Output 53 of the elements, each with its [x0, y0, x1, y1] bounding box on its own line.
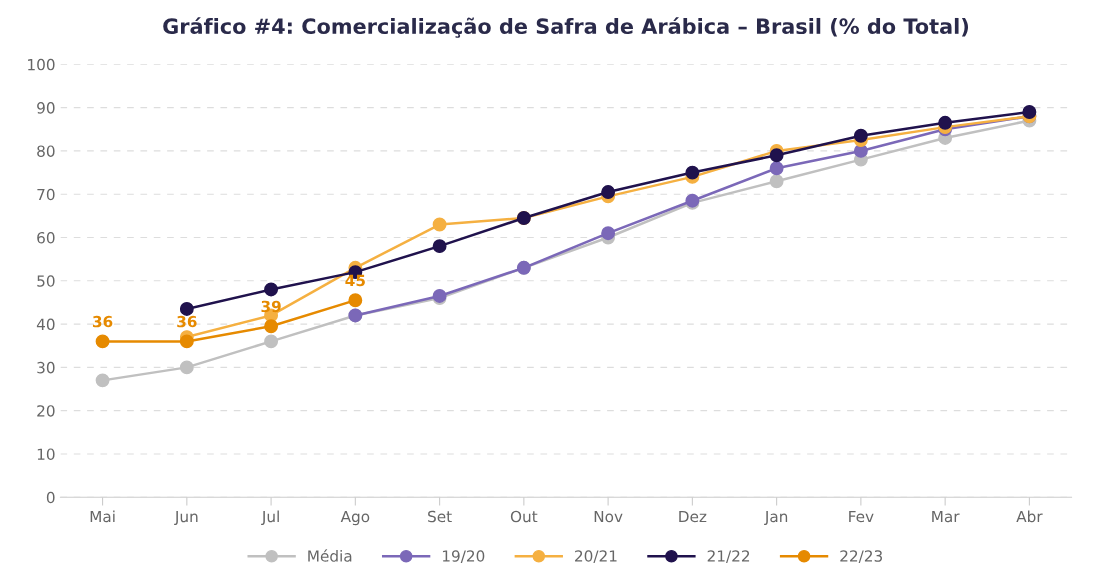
legend-label: 20/21	[575, 550, 617, 563]
data-label: 36	[92, 315, 113, 328]
x-tick-label: Jun	[174, 510, 198, 526]
point	[938, 115, 953, 130]
legend-label: 21/22	[707, 550, 750, 563]
legend-label: 19/20	[442, 550, 485, 563]
point	[1022, 105, 1037, 119]
point	[432, 239, 447, 254]
point	[179, 334, 194, 349]
point	[264, 319, 279, 334]
y-tick-label: 100	[28, 58, 55, 71]
point	[95, 334, 110, 349]
data-label: 39	[261, 300, 281, 313]
x-tick-label: Set	[428, 510, 452, 523]
legend-label: 22/23	[840, 550, 883, 563]
legend-label: Média	[308, 549, 352, 562]
x-tick-label: Nov	[594, 510, 623, 523]
point	[853, 128, 868, 143]
x-tick-label: Fev	[849, 510, 874, 523]
y-tick-label: 0	[46, 491, 55, 504]
y-tick-label: 70	[37, 188, 55, 201]
data-label: 36	[177, 315, 197, 328]
point	[264, 282, 279, 297]
x-tick-label: Jan	[764, 510, 788, 526]
point	[179, 360, 194, 375]
point	[432, 217, 447, 232]
x-tick-label: Abr	[1016, 510, 1043, 523]
chart-title: Gráfico #4: Comercialização de Safra de Arábica – Brasil (% do Total)	[163, 17, 969, 38]
point	[769, 174, 784, 189]
point	[95, 373, 110, 388]
point	[769, 161, 784, 176]
x-tick-label: Mai	[90, 510, 115, 523]
x-tick-label: Dez	[679, 510, 707, 523]
y-tick-label: 80	[37, 145, 55, 157]
x-tick-label: Ago	[340, 510, 370, 526]
point	[264, 334, 279, 349]
point	[601, 226, 616, 241]
y-tick-label: 50	[37, 275, 55, 287]
point	[769, 148, 784, 163]
y-tick-label: 30	[37, 361, 55, 374]
point	[348, 293, 363, 308]
data-label: 45	[345, 274, 365, 287]
x-tick-label: Jul	[261, 510, 279, 526]
y-tick-label: 10	[37, 448, 55, 460]
y-tick-label: 20	[37, 405, 55, 417]
point	[685, 165, 700, 180]
x-tick-label: Mar	[932, 510, 960, 523]
y-tick-label: 40	[36, 318, 55, 331]
point	[601, 185, 616, 200]
y-tick-label: 60	[37, 231, 55, 244]
point	[179, 301, 194, 316]
x-tick-label: Out	[510, 510, 538, 523]
y-tick-label: 90	[37, 102, 55, 114]
